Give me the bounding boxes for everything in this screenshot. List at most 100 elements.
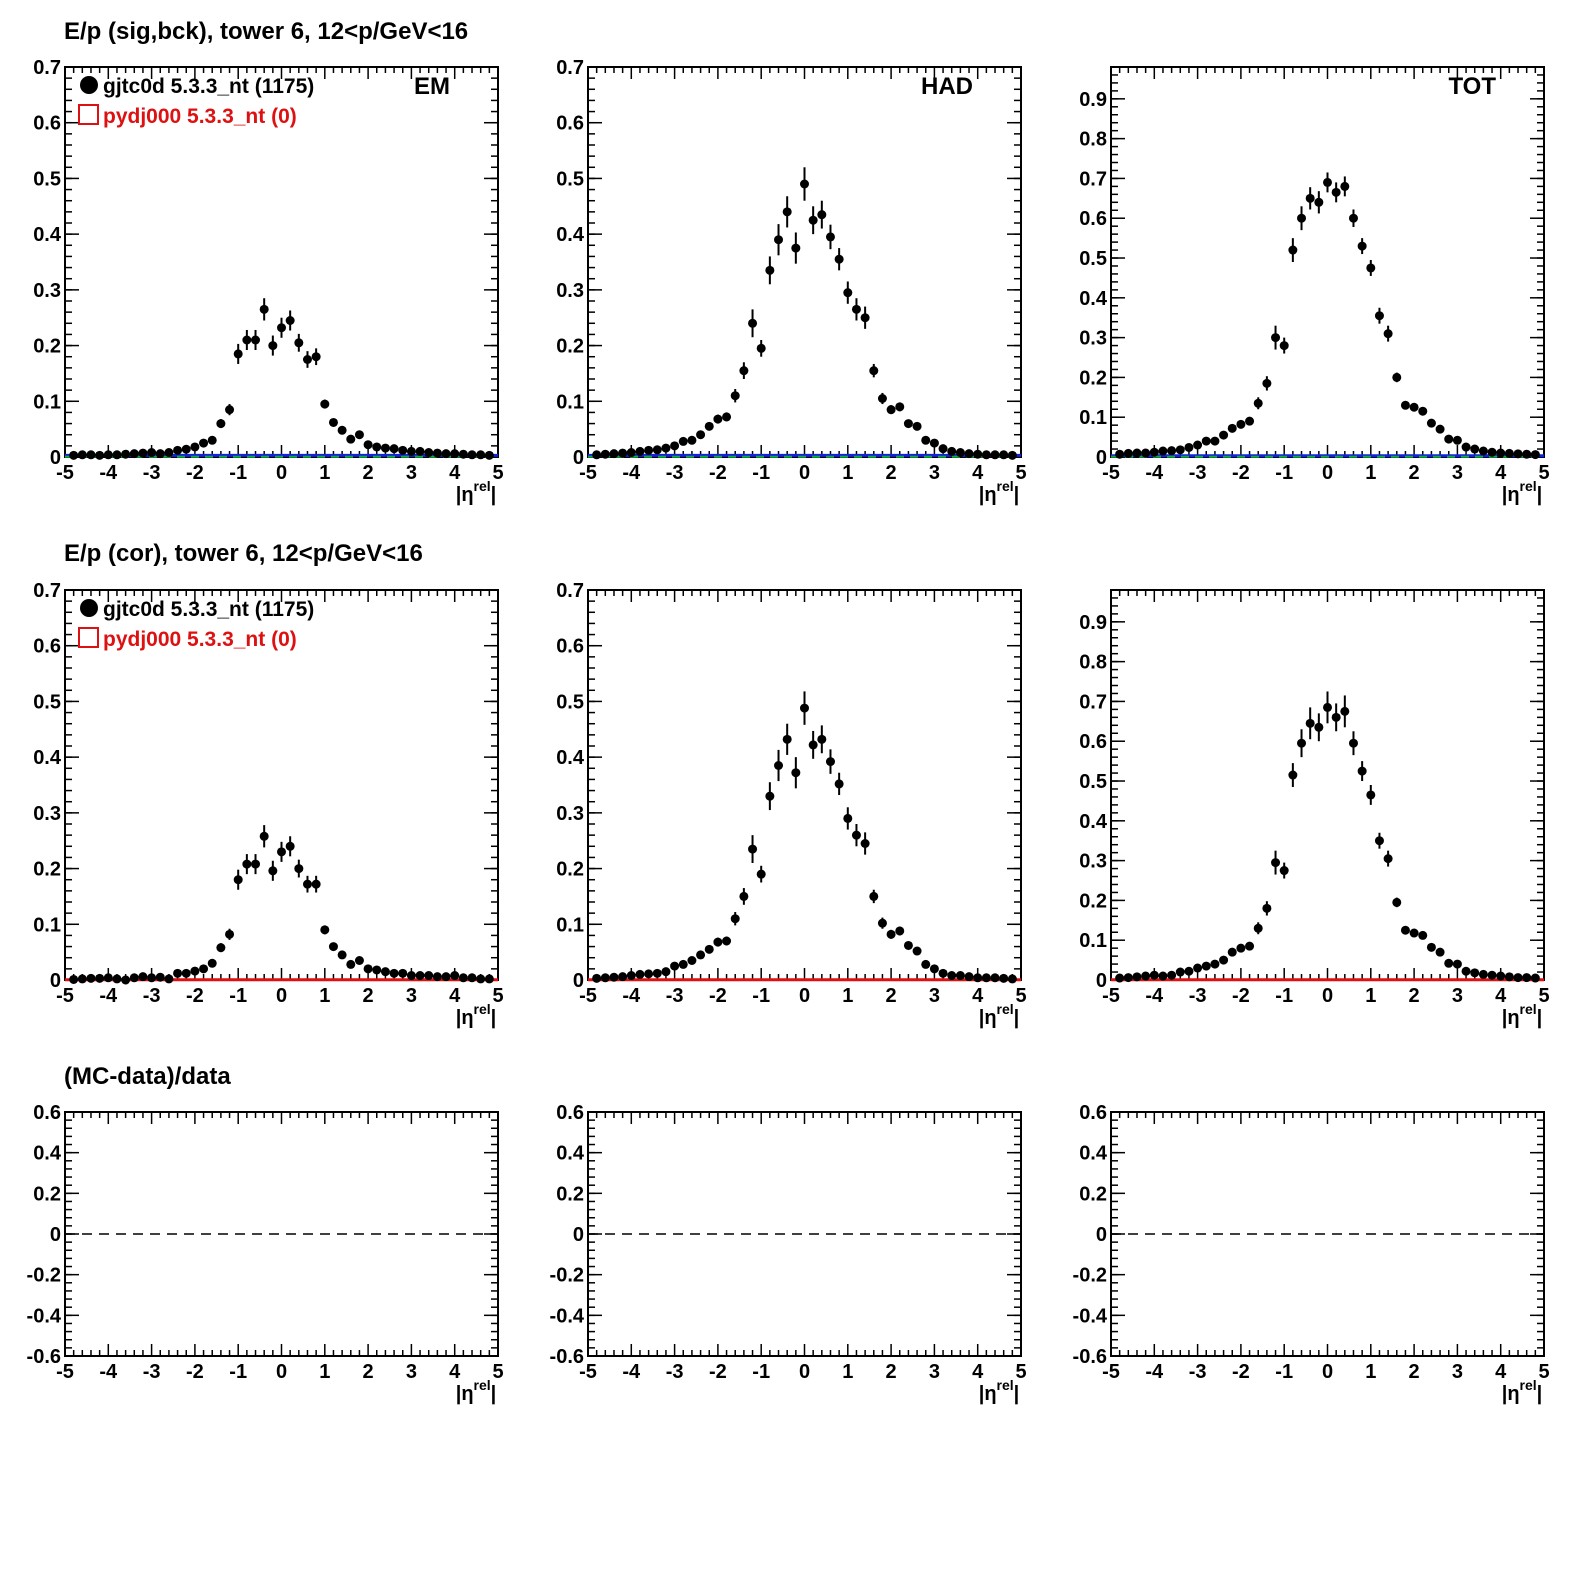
data-point — [155, 972, 165, 982]
x-tick-label: 4 — [1495, 462, 1507, 484]
data-point — [1331, 712, 1341, 722]
x-tick-label: 0 — [276, 985, 287, 1007]
data-point — [458, 449, 468, 459]
data-point — [1115, 973, 1125, 983]
x-tick-label: -5 — [1102, 462, 1120, 484]
data-point — [1383, 854, 1393, 864]
x-tick-label: -4 — [622, 985, 641, 1007]
data-point — [1400, 400, 1410, 410]
y-tick-label: 0.3 — [556, 803, 584, 825]
x-axis-label: |ηrel| — [456, 1001, 497, 1029]
data-point — [1149, 970, 1159, 980]
data-point — [1314, 197, 1324, 207]
data-point — [484, 450, 494, 460]
x-tick-label: -4 — [99, 462, 118, 484]
data-point — [1452, 435, 1462, 445]
data-point — [476, 450, 486, 460]
data-point — [609, 972, 619, 982]
x-tick-label: 3 — [1452, 1361, 1463, 1383]
data-point — [851, 830, 861, 840]
data-point — [765, 791, 775, 801]
x-tick-label: 1 — [842, 985, 853, 1007]
y-tick-label: 0.6 — [33, 636, 61, 658]
data-point — [302, 355, 312, 364]
legend-data-marker — [80, 76, 98, 94]
y-tick-label: 0.2 — [1079, 367, 1107, 389]
data-point — [817, 210, 827, 220]
y-tick-label: 0 — [1096, 1224, 1107, 1246]
y-tick-label: -0.2 — [550, 1265, 584, 1287]
data-point — [834, 254, 844, 264]
x-tick-label: -3 — [666, 985, 684, 1007]
x-tick-label: 1 — [842, 462, 853, 484]
data-point — [1444, 958, 1454, 968]
x-tick-label: 2 — [1409, 462, 1420, 484]
data-point — [354, 430, 364, 440]
data-point — [432, 972, 442, 982]
data-point — [652, 968, 662, 978]
x-tick-label: -5 — [579, 985, 597, 1007]
data-point — [242, 335, 252, 345]
plot-frame — [1110, 1111, 1545, 1357]
data-point — [782, 734, 792, 744]
data-point — [765, 265, 775, 275]
data-point — [739, 891, 749, 901]
x-tick-label: -3 — [143, 985, 161, 1007]
x-tick-label: -1 — [752, 462, 770, 484]
x-tick-label: 5 — [1015, 1361, 1026, 1383]
y-tick-label: 0.1 — [1079, 407, 1107, 429]
panel-r2c0: -5 -4 -3 -2 -1 0 1 2 3 4 5|ηrel| -0.6 -0.4 -0.2 0 0.2 0.… — [27, 1102, 504, 1405]
data-point — [678, 959, 688, 969]
x-tick-label: -4 — [622, 1361, 641, 1383]
legend-data-label: gjtc0d 5.3.3_nt (1175) — [103, 598, 314, 621]
data-point — [1487, 447, 1497, 457]
data-point — [1496, 971, 1506, 981]
legend-mc-label: pydj000 5.3.3_nt (0) — [103, 628, 297, 651]
data-point — [225, 405, 235, 415]
data-point — [129, 449, 139, 459]
data-point — [207, 958, 217, 968]
data-point — [1530, 973, 1540, 983]
data-point — [652, 445, 662, 455]
x-tick-label: 2 — [363, 985, 374, 1007]
y-tick-label: 0.1 — [1079, 930, 1107, 952]
x-tick-label: -3 — [1189, 985, 1207, 1007]
panel-r0c0: -5 -4 -3 -2 -1 0 1 2 3 4 5|ηrel| 0 0.1 0.2 0.3 0.4 0.5 0.… — [33, 57, 503, 506]
x-tick-label: 2 — [886, 1361, 897, 1383]
data-point — [337, 425, 347, 435]
data-point — [618, 972, 628, 982]
x-axis-label: |ηrel| — [1502, 1001, 1543, 1029]
y-tick-label: 0 — [50, 447, 61, 469]
data-point — [817, 734, 827, 744]
x-tick-label: 3 — [929, 462, 940, 484]
data-point — [1426, 418, 1436, 428]
y-tick-label: 0 — [50, 1224, 61, 1246]
data-point — [1158, 971, 1168, 981]
data-point — [1374, 836, 1384, 846]
x-tick-label: -5 — [56, 1361, 74, 1383]
data-point — [1323, 702, 1332, 712]
x-tick-label: -2 — [186, 462, 204, 484]
data-point — [938, 444, 948, 454]
x-tick-label: -4 — [622, 462, 641, 484]
data-point — [774, 235, 784, 245]
data-point — [112, 450, 122, 460]
data-point — [791, 768, 801, 778]
data-point — [1262, 903, 1272, 913]
data-point — [1487, 970, 1497, 980]
y-tick-label: 0.6 — [1079, 731, 1107, 753]
x-tick-label: 5 — [492, 462, 503, 484]
y-tick-label: 0.4 — [33, 747, 62, 769]
x-tick-label: 5 — [1015, 985, 1026, 1007]
data-point — [973, 973, 983, 983]
y-tick-label: 0.8 — [1079, 652, 1107, 674]
data-point — [626, 448, 636, 458]
data-point — [800, 179, 809, 189]
data-point — [1227, 423, 1237, 433]
plot-frame — [587, 589, 1022, 981]
x-tick-label: 1 — [842, 1361, 853, 1383]
data-point — [1513, 449, 1523, 459]
data-point — [1210, 959, 1220, 969]
x-tick-label: 1 — [319, 1361, 330, 1383]
